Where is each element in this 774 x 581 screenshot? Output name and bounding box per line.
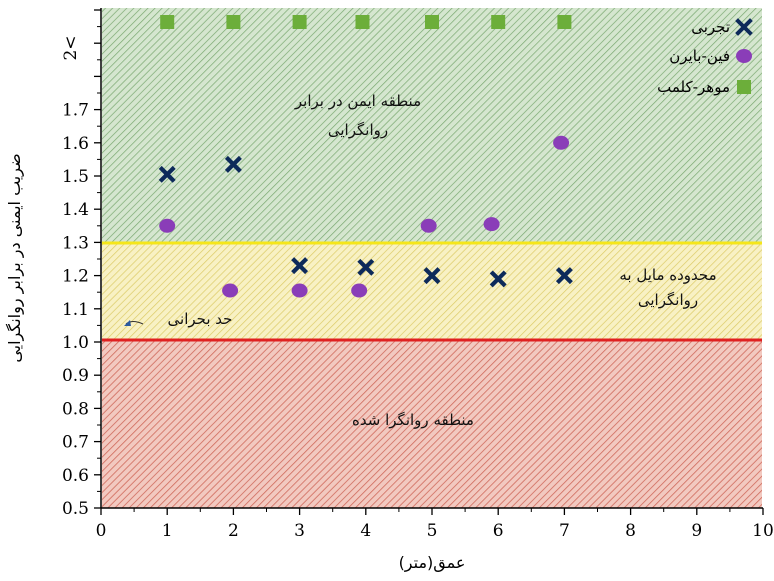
point-experimental [423, 267, 441, 285]
y-axis-tick-labels: 0.5 0.6 0.7 0.8 0.9 1.0 1.1 1.2 1.3 1.4 1.5 1.6 1.7 2… [61, 35, 89, 519]
x-axis-ticks [100, 508, 764, 515]
y-tick-label: 1.4 [62, 200, 89, 220]
y-tick-label: 1.6 [62, 134, 89, 154]
critical-line-arrowhead [124, 320, 131, 326]
zone-safe [102, 8, 762, 243]
y-tick-label: 1.1 [62, 300, 89, 320]
point-experimental [224, 155, 242, 173]
point-mohr-coulomb [557, 15, 572, 29]
critical-line-label: حد بحرانی [168, 310, 233, 328]
point-finn-byrne [483, 217, 500, 232]
y-tick-label: 1.0 [62, 333, 89, 353]
x-tick-label: 4 [360, 521, 371, 541]
point-finn-byrne [553, 135, 570, 150]
point-mohr-coulomb [226, 15, 241, 29]
legend-marker-circle [736, 49, 752, 63]
zone-marginal-label-1: محدوده مایل به [619, 266, 716, 284]
point-experimental [357, 258, 375, 276]
x-tick-label: 3 [294, 521, 305, 541]
point-experimental [291, 257, 309, 275]
legend-item-experimental: تجربی [691, 18, 753, 36]
y-tick-label: 0.6 [62, 466, 89, 486]
y-tick-label: 1.2 [62, 267, 89, 287]
zone-liquefied [102, 340, 762, 508]
zone-safe-label-1: منطقه ایمن در برابر [294, 92, 421, 110]
y-tick-label: 1.7 [62, 101, 89, 121]
point-experimental [555, 267, 573, 285]
legend-item-finn-byrne: فین-بایرن [669, 47, 752, 65]
x-tick-label: 10 [752, 521, 774, 541]
point-mohr-coulomb [292, 15, 307, 29]
point-mohr-coulomb [160, 15, 175, 29]
x-axis-tick-labels: 0 1 2 3 4 5 6 7 8 9 10 [96, 521, 774, 541]
y-tick-label: 1.5 [62, 167, 89, 187]
x-tick-label: 9 [691, 521, 702, 541]
x-tick-label: 1 [162, 521, 173, 541]
legend-marker-square [737, 80, 751, 94]
zone-marginal-label-2: روانگرایی [638, 291, 698, 309]
y-axis-title: ضریب ایمنی در برابر روانگرایی [5, 153, 25, 362]
legend-item-mohr-coulomb: موهر-کلمب [657, 78, 751, 96]
y-tick-label: 1.3 [62, 233, 89, 253]
legend-marker-x [735, 18, 753, 36]
point-mohr-coulomb [425, 15, 439, 29]
zone-marginal [102, 243, 762, 340]
y-tick-label: 0.7 [62, 433, 89, 453]
x-tick-label: 7 [559, 521, 570, 541]
point-experimental [158, 165, 176, 183]
zone-liquefied-label: منطقه روانگرا شده [352, 411, 474, 429]
y-tick-label-overflow: 2< [61, 35, 81, 60]
y-tick-label: 0.5 [62, 499, 89, 519]
legend-label-finn-byrne: فین-بایرن [669, 47, 730, 65]
x-tick-label: 5 [427, 521, 438, 541]
x-tick-label: 2 [228, 521, 239, 541]
point-mohr-coulomb [355, 15, 370, 29]
y-axis-ticks [94, 9, 101, 509]
legend: تجربی فین-بایرن موهر-کلمب [657, 18, 753, 96]
point-experimental [489, 270, 507, 288]
point-finn-byrne [351, 283, 368, 298]
point-finn-byrne [159, 218, 176, 233]
x-axis-title: عمق(متر) [399, 553, 466, 573]
legend-label-mohr-coulomb: موهر-کلمب [657, 78, 730, 96]
point-mohr-coulomb [491, 15, 506, 29]
zone-safe-label-2: روانگرایی [328, 121, 388, 139]
point-finn-byrne [291, 283, 308, 298]
x-tick-label: 0 [96, 521, 107, 541]
y-tick-label: 0.9 [62, 366, 89, 386]
data-marks [158, 15, 573, 298]
legend-label-experimental: تجربی [691, 18, 730, 36]
y-tick-label: 0.8 [62, 399, 89, 419]
x-tick-label: 6 [493, 521, 504, 541]
x-tick-label: 8 [625, 521, 636, 541]
point-finn-byrne [222, 283, 239, 298]
point-finn-byrne [420, 218, 437, 233]
